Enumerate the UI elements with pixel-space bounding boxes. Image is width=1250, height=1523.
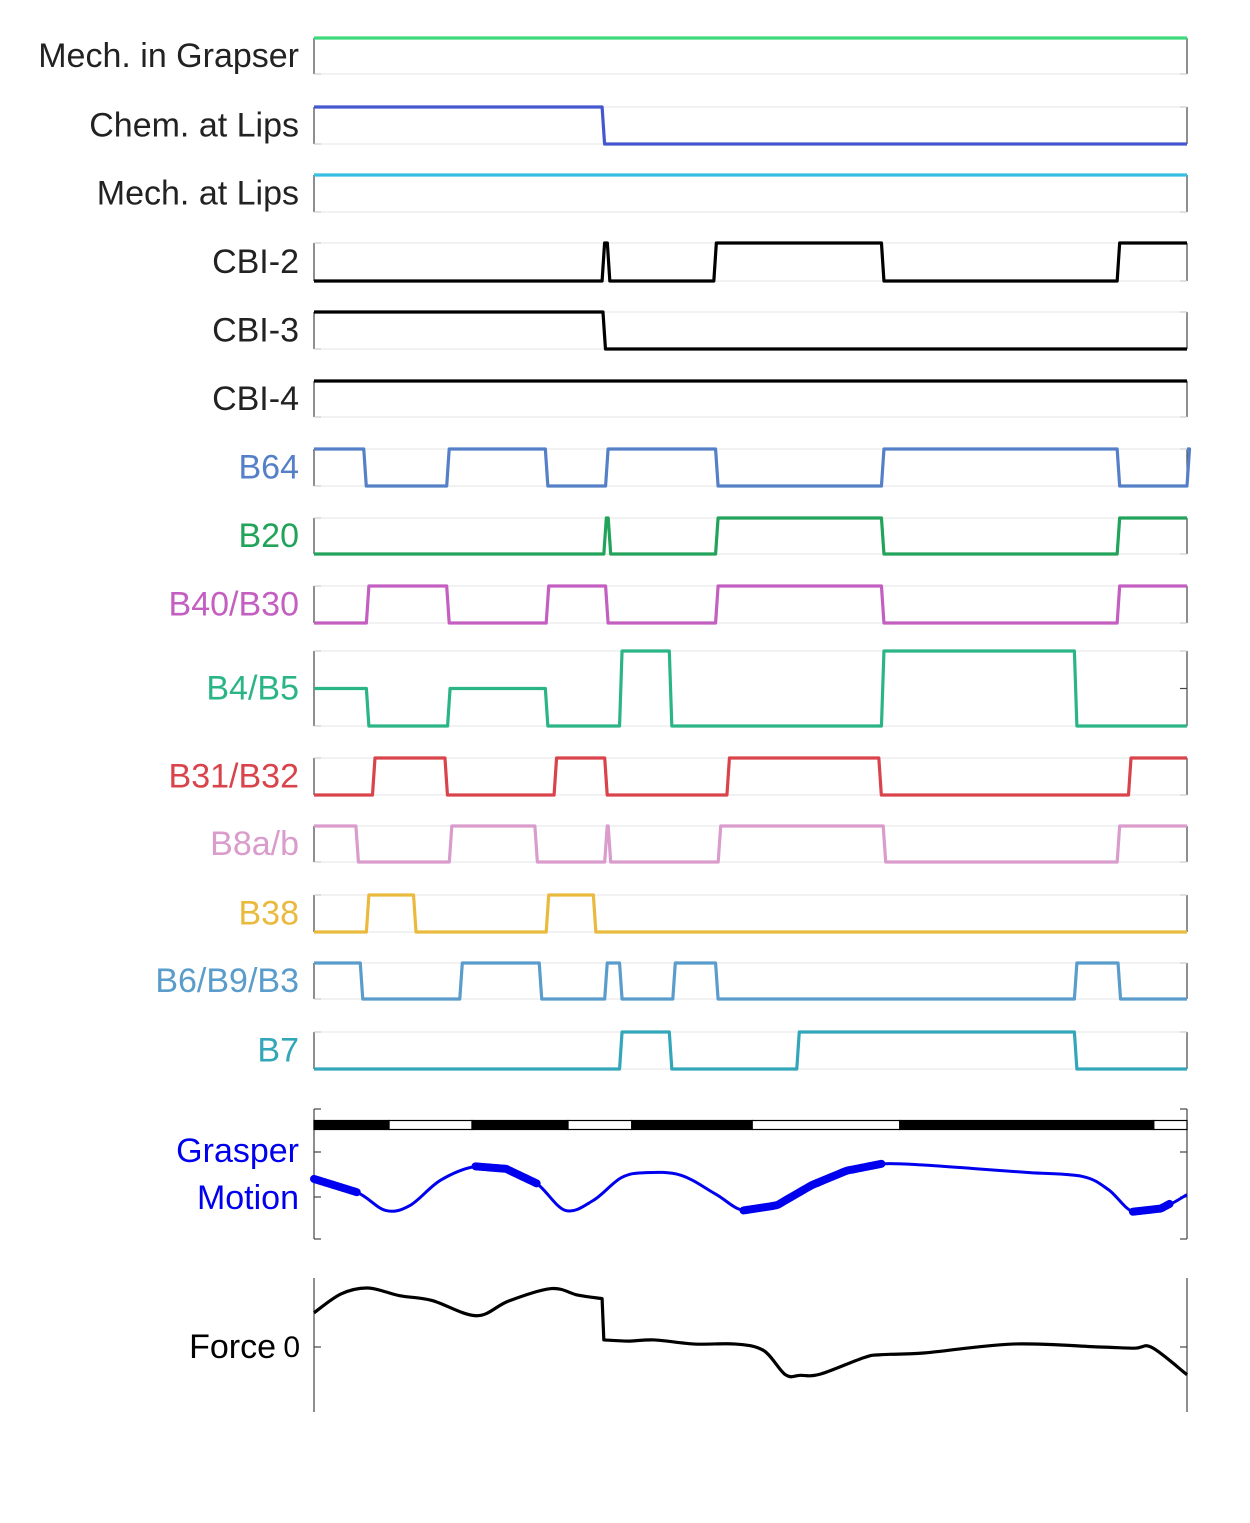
series-b4-b5-frame [313, 650, 1188, 727]
series-grasper-motion-phase-segment-4 [631, 1119, 753, 1131]
series-mech-at-lips-frame [313, 174, 1188, 213]
series-b40-b30-trace [314, 584, 1187, 625]
series-b40-b30-frame [313, 585, 1188, 624]
series-grasper-motion-thick-segment-0 [310, 1174, 361, 1197]
series-b8a-b-label: B8a/b [210, 825, 299, 863]
series-cbi-3-frame [313, 311, 1188, 350]
series-force-frame [313, 1278, 1188, 1412]
series-force-zero-tick-label: 0 [283, 1331, 300, 1364]
series-cbi-3-label: CBI-3 [212, 311, 299, 349]
series-grasper-motion-phase-segment-0 [313, 1119, 390, 1131]
series-b20-frame [313, 517, 1188, 555]
series-force-trace [313, 1286, 1188, 1379]
series-b31-b32-trace [314, 756, 1187, 797]
series-grasper-motion-label-line-1: Grasper [176, 1132, 299, 1170]
track-labels: Mech. in Grapser Chem. at Lips Mech. at Li… [38, 37, 300, 1366]
series-chem-at-lips-label: Chem. at Lips [89, 106, 299, 144]
series-b6-b9-b3-label: B6/B9/B3 [155, 962, 299, 1000]
series-cbi-2-label: CBI-2 [212, 243, 299, 281]
series-b4-b5-trace [314, 649, 1187, 728]
series-b8a-b-trace [314, 824, 1187, 864]
series-mech-in-grapser-frame [313, 37, 1188, 75]
series-grasper-motion-phase-bar [313, 1119, 1188, 1131]
series-b31-b32-label: B31/B32 [169, 757, 299, 795]
series-cbi-4-label: CBI-4 [212, 380, 299, 418]
series-grasper-motion-phase-segment-6 [899, 1119, 1155, 1131]
series-b6-b9-b3-frame [313, 962, 1188, 1000]
series-grasper-motion-phase-segment-3 [567, 1119, 633, 1131]
series-b38-frame [313, 894, 1188, 933]
series-chem-at-lips-frame [313, 106, 1188, 145]
series-b6-b9-b3-trace [314, 961, 1187, 1001]
series-grasper-motion-thick-segment-2 [739, 1159, 886, 1215]
series-grasper-motion-thick-segment-3 [1128, 1199, 1174, 1216]
series-grasper-motion-phase-segment-7 [1153, 1119, 1188, 1131]
series-b64-frame [313, 448, 1188, 487]
series-cbi-2-trace [314, 241, 1187, 283]
track-traces [310, 36, 1192, 1379]
series-force-label: Force [189, 1328, 276, 1366]
series-b20-label: B20 [239, 517, 300, 555]
series-b7-frame [313, 1031, 1188, 1070]
series-b64-label: B64 [239, 448, 300, 486]
series-cbi-3-trace [314, 310, 1187, 351]
series-cbi-2-frame [313, 242, 1188, 282]
series-grasper-motion-phase-segment-1 [388, 1119, 473, 1131]
series-cbi-4-frame [313, 380, 1188, 418]
series-b40-b30-label: B40/B30 [169, 585, 299, 623]
series-mech-at-lips-label: Mech. at Lips [97, 174, 299, 212]
series-chem-at-lips-trace [314, 105, 1187, 146]
series-b7-trace [314, 1030, 1187, 1071]
series-grasper-motion-thick-segment-1 [471, 1162, 541, 1188]
series-b64-trace [314, 447, 1192, 488]
series-b38-label: B38 [239, 894, 300, 932]
series-grasper-motion-phase-segment-2 [471, 1119, 569, 1131]
series-b4-b5-label: B4/B5 [206, 669, 299, 707]
series-b8a-b-frame [313, 825, 1188, 863]
series-grasper-motion-trace [313, 1162, 1188, 1215]
series-grasper-motion-phase-segment-5 [751, 1119, 901, 1131]
series-grasper-motion-label-line-2: Motion [197, 1179, 299, 1217]
series-b7-label: B7 [257, 1031, 299, 1069]
series-mech-in-grapser-label: Mech. in Grapser [38, 37, 299, 75]
series-b38-trace [314, 893, 1187, 934]
series-b20-trace [314, 516, 1187, 556]
